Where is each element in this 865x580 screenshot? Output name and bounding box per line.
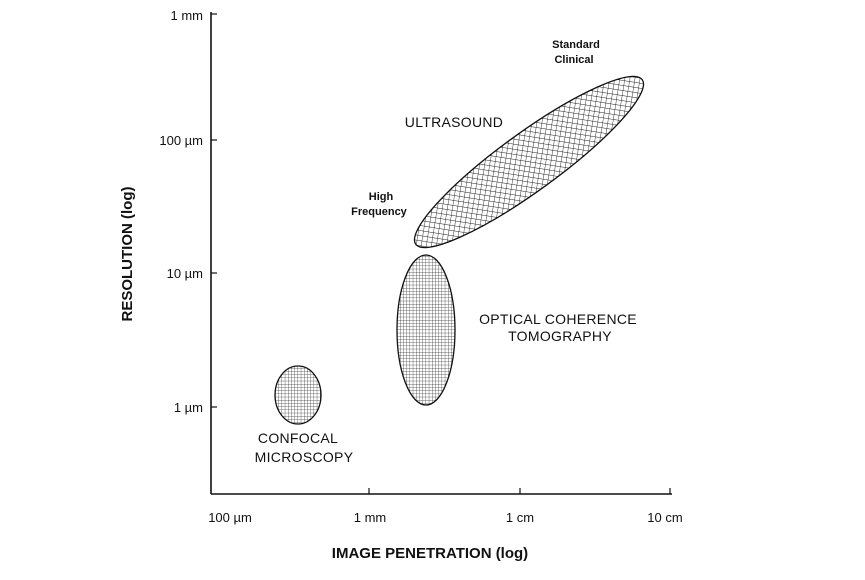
x-tick-label: 10 cm — [647, 510, 682, 525]
optical-coherence-tomography-region — [396, 254, 456, 406]
confocal-label-line: MICROSCOPY — [255, 449, 354, 465]
annotation-standard-clinical-line: Standard — [552, 39, 600, 51]
oct-label-line: OPTICAL COHERENCE — [479, 311, 637, 327]
y-axis-title: RESOLUTION (log) — [119, 187, 136, 322]
x-tick-label: 1 cm — [506, 510, 534, 525]
confocal-label-line: CONFOCAL — [258, 430, 338, 446]
x-axis-title: IMAGE PENETRATION (log) — [332, 545, 528, 562]
oct-label-line: TOMOGRAPHY — [508, 328, 612, 344]
y-tick-label: 1 mm — [171, 8, 204, 23]
annotation-high-frequency-line: High — [369, 191, 394, 203]
annotation-standard-clinical-line: Clinical — [554, 54, 593, 66]
y-tick-label: 10 µm — [167, 266, 203, 281]
y-tick-label: 100 µm — [159, 133, 203, 148]
annotation-high-frequency-line: Frequency — [351, 206, 408, 218]
x-tick-label: 100 µm — [208, 510, 252, 525]
y-tick-label: 1 µm — [174, 400, 203, 415]
ultrasound-label: ULTRASOUND — [405, 114, 503, 130]
ultrasound-region — [413, 75, 645, 249]
confocal-microscopy-region — [274, 365, 322, 425]
x-tick-label: 1 mm — [354, 510, 387, 525]
